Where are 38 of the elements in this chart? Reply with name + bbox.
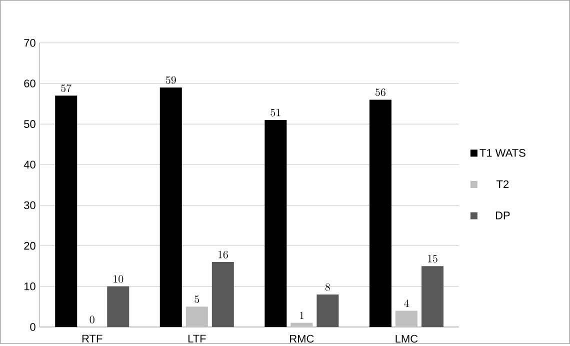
y-tick-label: 20 bbox=[24, 242, 36, 250]
data-label: 57 bbox=[61, 84, 72, 92]
bar bbox=[55, 96, 78, 327]
bar bbox=[264, 120, 287, 327]
bar bbox=[160, 87, 182, 327]
y-tick-label: 10 bbox=[24, 282, 36, 290]
y-tick-label: 70 bbox=[24, 38, 36, 47]
bar bbox=[316, 294, 339, 327]
bar bbox=[212, 262, 234, 327]
legend-label: T2 bbox=[496, 180, 509, 188]
bar bbox=[369, 100, 392, 327]
y-tick-label: 40 bbox=[24, 160, 36, 168]
x-tick-label: RTF bbox=[82, 334, 102, 342]
data-label: 51 bbox=[270, 108, 280, 116]
bar bbox=[290, 322, 313, 327]
y-tick-label: 60 bbox=[24, 79, 36, 88]
bar bbox=[395, 310, 418, 327]
y-tick-label: 50 bbox=[24, 120, 36, 128]
bar bbox=[186, 306, 208, 327]
data-label: 8 bbox=[325, 283, 330, 291]
x-tick-label: RMC bbox=[290, 334, 314, 342]
data-label: 16 bbox=[218, 250, 228, 258]
bar bbox=[107, 286, 130, 327]
data-label: 5 bbox=[194, 295, 200, 303]
data-label: 4 bbox=[404, 299, 409, 307]
bar bbox=[421, 266, 444, 327]
data-label: 15 bbox=[428, 254, 438, 262]
legend-label: DP bbox=[496, 212, 510, 220]
y-tick-label: 30 bbox=[24, 201, 36, 209]
data-label: 59 bbox=[166, 76, 176, 84]
x-tick-label: LTF bbox=[188, 334, 206, 342]
y-tick-label: 0 bbox=[30, 322, 36, 331]
x-tick-label: LMC bbox=[396, 334, 418, 342]
data-label: 1 bbox=[300, 312, 304, 319]
legend-label: T1 WATS bbox=[480, 148, 526, 157]
data-label: 56 bbox=[376, 88, 386, 96]
data-label: 0 bbox=[90, 316, 94, 324]
data-label: 10 bbox=[114, 275, 124, 283]
